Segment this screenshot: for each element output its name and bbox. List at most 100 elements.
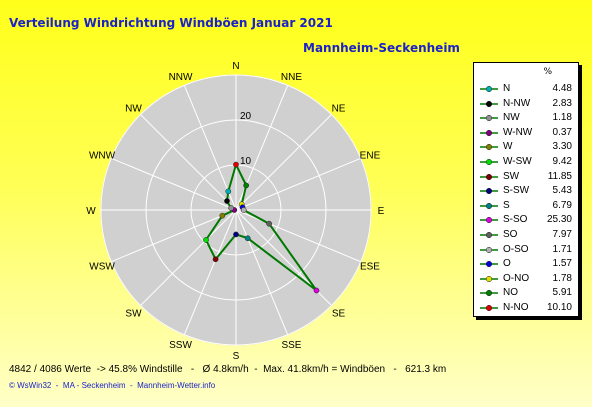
legend-marker-icon xyxy=(480,261,498,268)
legend-unit: % xyxy=(543,67,552,77)
grid-spoke-sse xyxy=(235,209,289,335)
direction-label-se: SE xyxy=(332,309,346,320)
data-point-nnw xyxy=(225,188,232,195)
legend-item-label: O-SO xyxy=(503,243,529,255)
legend-item: S 6.79 xyxy=(474,199,578,214)
legend-item-label: NO xyxy=(503,287,518,299)
data-point-wsw xyxy=(219,212,226,219)
data-point-nw xyxy=(224,198,230,204)
legend-marker-icon xyxy=(480,100,498,107)
legend-item-value: 0.37 xyxy=(552,126,572,138)
legend-item-value: 1.78 xyxy=(552,272,572,284)
legend-item: N 4.48 xyxy=(474,82,578,97)
legend-item: O-SO 1.71 xyxy=(474,243,578,258)
legend-item: SO 7.97 xyxy=(474,228,578,243)
direction-label-ene: ENE xyxy=(360,151,381,162)
legend-item-label: SO xyxy=(503,229,518,240)
grid-spoke-wsw xyxy=(111,209,237,263)
legend-marker-icon xyxy=(480,231,498,239)
legend: % N 4.48 N-NW 2.83 NW 1.18 W-NW 0.37 W 3.30 W-SW 9.… xyxy=(473,62,579,317)
legend-marker-icon xyxy=(480,290,498,297)
legend-item-label: S xyxy=(503,199,510,211)
data-point-ese xyxy=(266,220,272,227)
direction-label-e: E xyxy=(378,206,385,217)
legend-marker-icon xyxy=(480,173,498,180)
grid-spoke-sw xyxy=(140,209,237,306)
legend-item-value: 5.43 xyxy=(552,185,572,197)
legend-item-value: 1.18 xyxy=(552,112,572,124)
grid-spoke-ese xyxy=(235,209,361,263)
legend-marker-icon xyxy=(480,129,498,136)
data-point-sw xyxy=(203,237,209,243)
data-point-se xyxy=(313,287,320,294)
direction-label-sse: SSE xyxy=(281,340,301,351)
legend-item-label: S-SO xyxy=(503,214,528,226)
legend-marker-icon xyxy=(480,144,498,151)
legend-item: W-NW 0.37 xyxy=(474,126,578,141)
legend-marker-icon xyxy=(480,158,498,166)
legend-item: O-NO 1.78 xyxy=(474,272,578,287)
grid-spoke-nw xyxy=(140,114,237,211)
direction-label-ssw: SSW xyxy=(169,340,192,351)
legend-marker-icon xyxy=(480,217,498,224)
legend-item-label: N xyxy=(503,83,511,94)
legend-item-label: W xyxy=(503,141,513,153)
legend-item: S-SW 5.43 xyxy=(474,184,578,199)
legend-marker-icon xyxy=(480,115,498,122)
direction-label-nnw: NNW xyxy=(169,72,193,83)
credits-line: © WsWin32 - MA - Seckenheim - Mannheim-W… xyxy=(9,381,216,390)
data-point-e xyxy=(240,207,247,213)
legend-item-label: N-NO xyxy=(503,302,529,313)
legend-item-value: 4.48 xyxy=(552,83,572,94)
legend-item-value: 25.30 xyxy=(546,214,572,226)
legend-item-label: W-NW xyxy=(503,126,533,138)
legend-item-label: S-SW xyxy=(503,185,530,197)
legend-item-label: SW xyxy=(503,170,520,182)
legend-marker-icon xyxy=(480,246,498,253)
direction-label-nw: NW xyxy=(125,103,142,114)
legend-item: O 1.57 xyxy=(474,257,578,272)
legend-marker-icon xyxy=(480,188,498,195)
direction-label-sw: SW xyxy=(125,309,142,320)
grid-spoke-ene xyxy=(235,157,361,211)
legend-marker-icon xyxy=(480,202,498,209)
legend-item: NO 5.91 xyxy=(474,286,578,301)
legend-item-label: O xyxy=(503,258,511,270)
direction-label-w: W xyxy=(86,206,96,217)
direction-label-n: N xyxy=(232,61,239,72)
direction-label-nne: NNE xyxy=(281,72,302,83)
legend-item-value: 2.83 xyxy=(552,97,572,109)
data-point-nne xyxy=(243,182,250,189)
legend-item-value: 9.42 xyxy=(552,156,572,167)
legend-item-value: 6.79 xyxy=(552,199,572,211)
data-point-wnw xyxy=(228,205,234,211)
data-point-s xyxy=(233,231,239,238)
legend-item-label: O-NO xyxy=(503,272,530,284)
legend-item-label: N-NW xyxy=(503,97,531,109)
direction-label-ne: NE xyxy=(332,103,346,114)
legend-item-value: 5.91 xyxy=(552,287,572,299)
legend-item-value: 1.71 xyxy=(552,243,572,255)
legend-item: NW 1.18 xyxy=(474,111,578,126)
legend-item: N-NO 10.10 xyxy=(474,301,578,316)
direction-label-s: S xyxy=(233,351,240,362)
legend-item-value: 3.30 xyxy=(552,141,572,153)
stats-line: 4842 / 4086 Werte -> 45.8% Windstille - … xyxy=(9,364,447,375)
legend-item: SW 11.85 xyxy=(474,170,578,185)
grid-spoke-ssw xyxy=(183,209,237,335)
legend-item-value: 10.10 xyxy=(546,302,572,313)
ring-label-10: 10 xyxy=(240,156,252,167)
data-point-n xyxy=(233,161,239,168)
direction-label-wnw: WNW xyxy=(89,151,116,162)
ring-label-20: 20 xyxy=(240,111,252,122)
grid-spoke-ne xyxy=(235,114,332,211)
chart-title: Verteilung Windrichtung Windböen Januar … xyxy=(9,16,333,30)
legend-item: S-SO 25.30 xyxy=(474,213,578,228)
direction-label-ese: ESE xyxy=(360,261,380,272)
data-point-sse xyxy=(244,235,251,242)
legend-item-label: NW xyxy=(503,112,520,124)
legend-marker-icon xyxy=(480,275,498,282)
legend-item-label: W-SW xyxy=(503,156,532,167)
legend-item-value: 7.97 xyxy=(552,229,572,240)
